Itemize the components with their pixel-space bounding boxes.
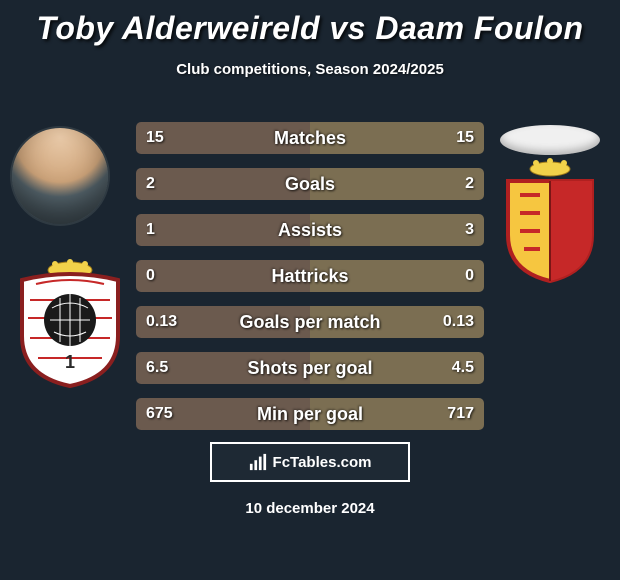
stat-right-value: 2 — [455, 168, 484, 200]
stat-right-value: 15 — [446, 122, 484, 154]
comparison-card: Toby Alderweireld vs Daam Foulon Club co… — [0, 0, 620, 580]
stat-right-value: 0 — [455, 260, 484, 292]
stat-row-goals: 2 Goals 2 — [136, 168, 484, 200]
stat-left-value: 1 — [136, 214, 165, 246]
title-player2: Daam Foulon — [375, 10, 583, 46]
stat-right-value: 4.5 — [442, 352, 484, 384]
stat-row-min-per-goal: 675 Min per goal 717 — [136, 398, 484, 430]
stat-left-value: 2 — [136, 168, 165, 200]
stat-row-hattricks: 0 Hattricks 0 — [136, 260, 484, 292]
stat-left-value: 15 — [136, 122, 174, 154]
stat-right-value: 3 — [455, 214, 484, 246]
stat-row-assists: 1 Assists 3 — [136, 214, 484, 246]
attribution-box: FcTables.com — [210, 442, 410, 482]
subtitle: Club competitions, Season 2024/2025 — [0, 61, 620, 78]
stat-left-value: 0 — [136, 260, 165, 292]
bars-icon — [249, 453, 267, 471]
crest-number: 1 — [65, 352, 75, 372]
stat-row-goals-per-match: 0.13 Goals per match 0.13 — [136, 306, 484, 338]
title: Toby Alderweireld vs Daam Foulon — [0, 0, 620, 47]
title-player1: Toby Alderweireld — [36, 10, 320, 46]
title-vs: vs — [329, 10, 366, 46]
player1-avatar — [10, 126, 110, 226]
stat-bars: 15 Matches 15 2 Goals 2 1 Assists 3 0 Ha… — [136, 122, 484, 444]
stat-row-matches: 15 Matches 15 — [136, 122, 484, 154]
stat-row-shots-per-goal: 6.5 Shots per goal 4.5 — [136, 352, 484, 384]
stat-left-value: 6.5 — [136, 352, 178, 384]
attribution-text: FcTables.com — [273, 454, 372, 471]
stat-left-value: 0.13 — [136, 306, 187, 338]
date-text: 10 december 2024 — [0, 500, 620, 517]
player2-avatar — [500, 125, 600, 155]
stat-right-value: 0.13 — [433, 306, 484, 338]
stat-left-value: 675 — [136, 398, 183, 430]
player2-club-crest — [490, 155, 610, 285]
stat-right-value: 717 — [437, 398, 484, 430]
player1-club-crest: 1 — [10, 258, 130, 388]
